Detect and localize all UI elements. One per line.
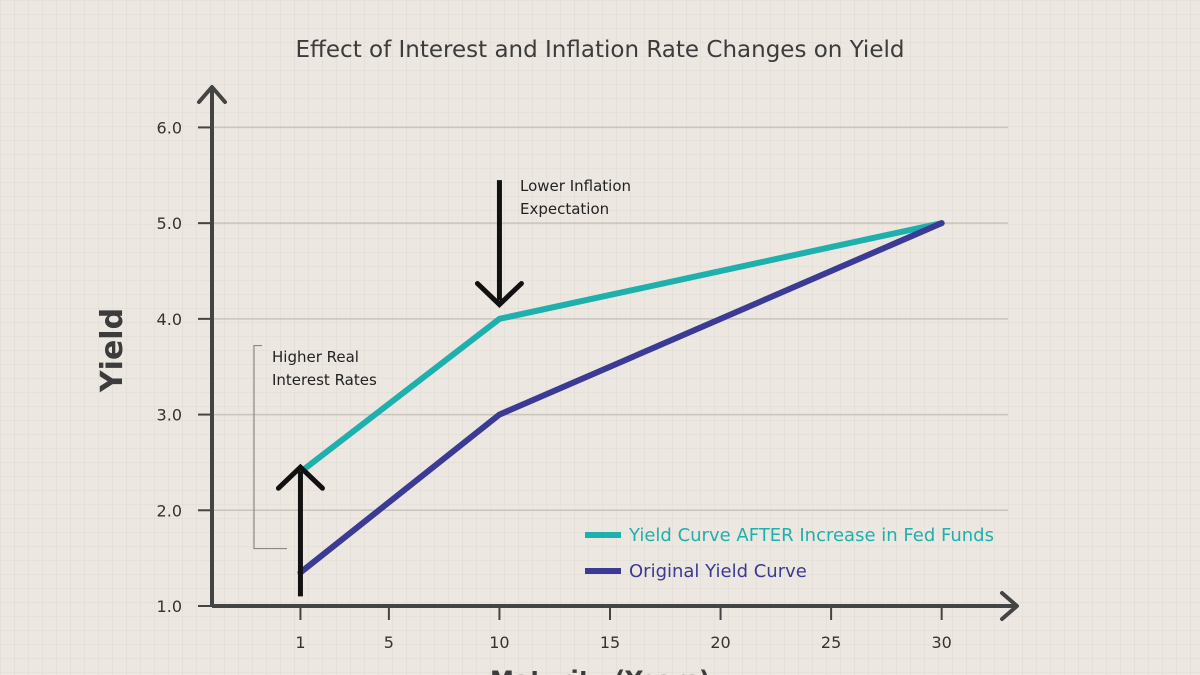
annotation-higher-real-rates: Interest Rates	[272, 371, 377, 389]
y-tick-label: 6.0	[157, 118, 182, 137]
down-arrow-head	[474, 281, 524, 308]
x-tick-label: 1	[295, 633, 305, 652]
x-tick-label: 25	[821, 633, 841, 652]
axes	[197, 85, 1019, 621]
legend-label-original: Original Yield Curve	[629, 561, 807, 582]
grid-lines	[212, 126, 1008, 512]
x-axis-arrowhead	[1000, 591, 1019, 621]
bracket	[253, 344, 287, 550]
y-axis-arrowhead	[197, 85, 227, 104]
y-tick-label: 5.0	[157, 214, 182, 233]
tick-labels: 1.02.03.04.05.06.01 5 10 15 20 25 30	[157, 118, 952, 652]
y-tick-label: 2.0	[157, 501, 182, 520]
y-tick-label: 1.0	[157, 597, 182, 616]
y-axis-label: Yield	[95, 308, 130, 393]
legend: Yield Curve AFTER Increase in Fed Funds O…	[585, 525, 994, 582]
annotation-lower-inflation: Lower Inflation	[520, 177, 631, 195]
y-tick-label: 3.0	[157, 406, 182, 425]
annotations: Higher Real Interest Rates Lower Inflation…	[253, 177, 631, 597]
annotation-higher-real-rates: Higher Real	[272, 348, 359, 366]
series-layer	[297, 220, 945, 576]
x-tick-label: 10	[489, 633, 509, 652]
legend-label-after: Yield Curve AFTER Increase in Fed Funds	[628, 525, 994, 546]
x-tick-label: 30	[931, 633, 951, 652]
y-tick-label: 4.0	[157, 310, 182, 329]
chart-title: Effect of Interest and Inflation Rate Ch…	[296, 37, 905, 63]
x-tick-label: 15	[600, 633, 620, 652]
up-arrow-head	[275, 463, 325, 491]
x-tick-label: 20	[710, 633, 730, 652]
annotation-lower-inflation: Expectation	[520, 200, 609, 218]
series-original-line	[297, 220, 945, 576]
series-after-line	[297, 220, 945, 475]
x-axis-label: Maturity (Years)	[490, 666, 710, 675]
x-tick-label: 5	[384, 633, 394, 652]
